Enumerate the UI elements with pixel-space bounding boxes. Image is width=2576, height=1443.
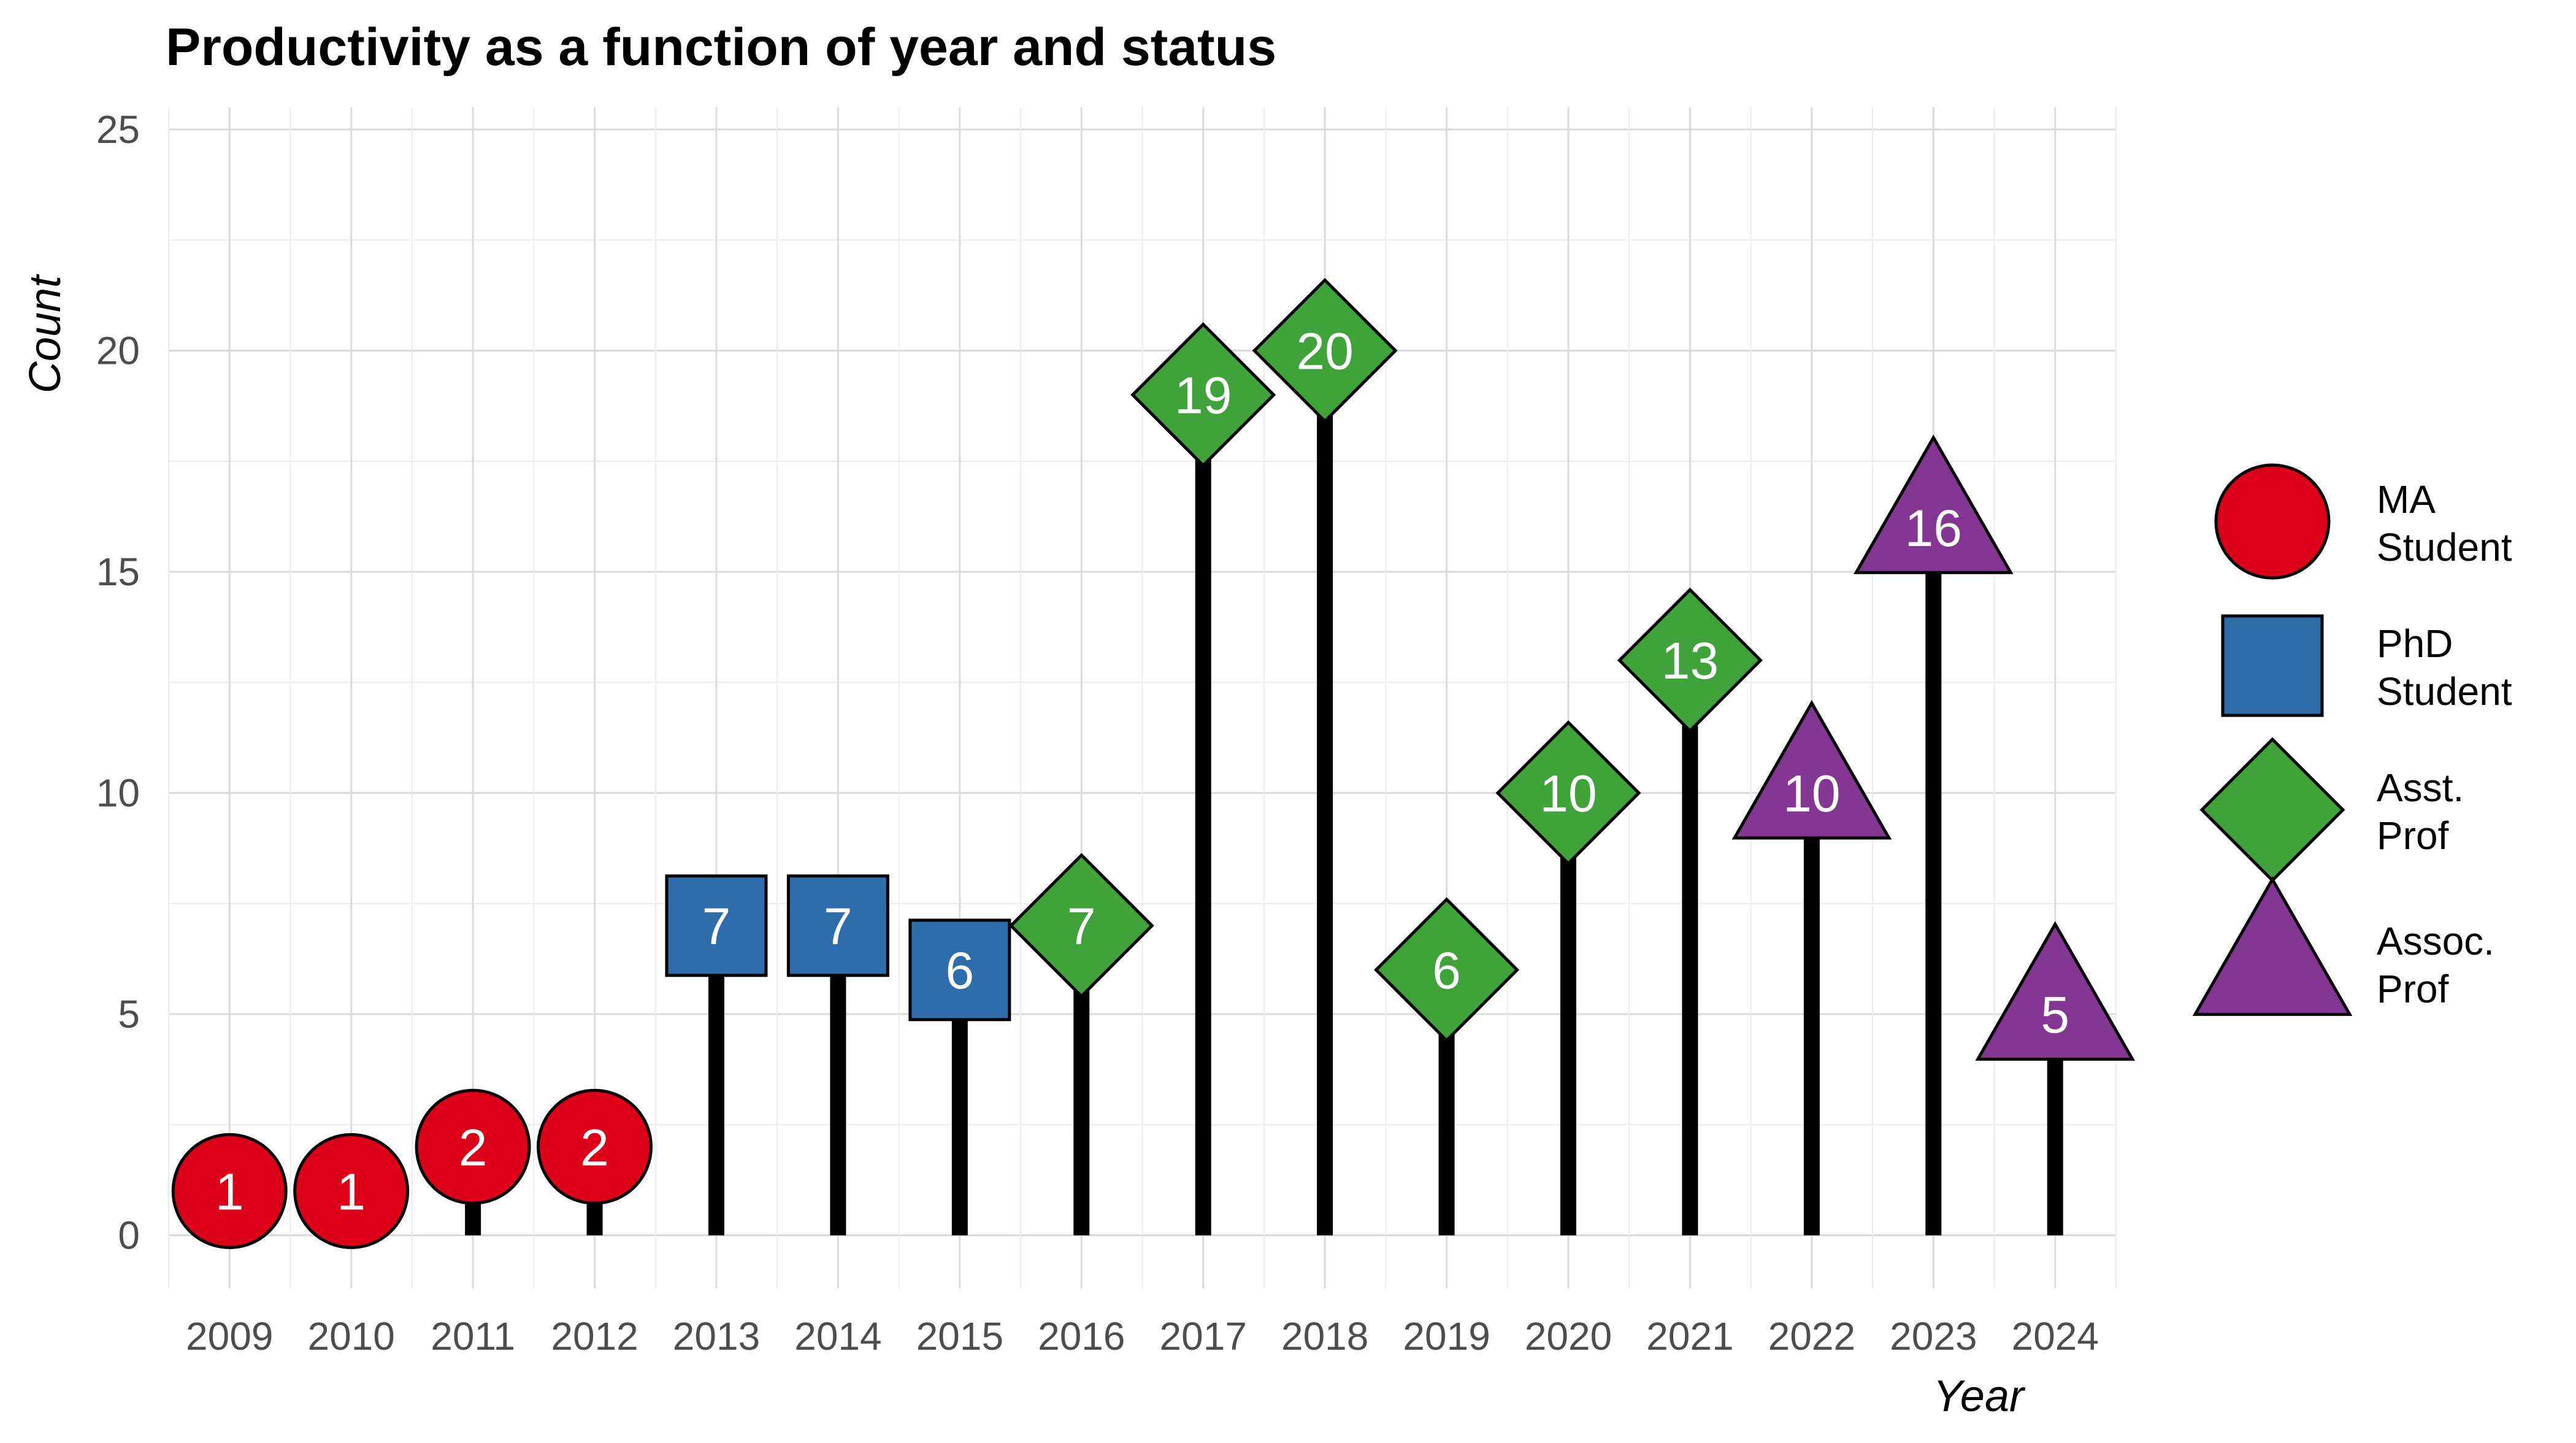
- legend-label: MA: [2377, 477, 2436, 521]
- y-tick-label: 10: [96, 771, 140, 815]
- legend-key-triangle: [2192, 876, 2353, 1016]
- value-label: 7: [824, 898, 853, 955]
- value-label: 7: [1067, 898, 1096, 955]
- legend-label: Asst.: [2377, 766, 2464, 810]
- y-tick-label: 25: [96, 107, 140, 152]
- x-tick-label: 2011: [431, 1314, 515, 1358]
- value-label: 13: [1662, 632, 1719, 690]
- value-label: 10: [1539, 765, 1597, 823]
- x-tick-label: 2020: [1525, 1314, 1612, 1358]
- x-tick-label: 2012: [551, 1314, 638, 1358]
- legend-label: Student: [2377, 669, 2512, 714]
- x-axis-title: Year: [1933, 1372, 2026, 1421]
- value-label: 10: [1783, 765, 1840, 823]
- x-tick-label: 2023: [1890, 1314, 1977, 1358]
- legend-label: PhD: [2377, 621, 2453, 666]
- x-tick-label: 2019: [1403, 1314, 1490, 1358]
- x-tick-label: 2010: [307, 1314, 394, 1358]
- lollipop-marker-2022: [1731, 699, 1892, 840]
- lollipop-marker-2018: [1252, 278, 1398, 424]
- chart-title: Productivity as a function of year and s…: [166, 18, 1277, 77]
- legend-label: Prof: [2377, 967, 2449, 1011]
- x-tick-label: 2021: [1646, 1314, 1733, 1358]
- lollipop-marker-2017: [1130, 322, 1276, 468]
- legend-label: Student: [2377, 525, 2512, 569]
- value-label: 5: [2041, 986, 2069, 1044]
- y-axis-title: Count: [21, 274, 70, 393]
- x-tick-label: 2018: [1281, 1314, 1368, 1358]
- lollipop-marker-2013: [665, 874, 768, 977]
- lollipop-marker-2012: [537, 1088, 653, 1205]
- x-tick-label: 2014: [794, 1314, 881, 1358]
- lollipop-marker-2023: [1853, 434, 2014, 574]
- value-label: 2: [580, 1118, 609, 1176]
- value-label: 1: [215, 1163, 244, 1220]
- value-label: 19: [1175, 367, 1232, 425]
- legend-key-diamond: [2199, 737, 2345, 883]
- lollipop-marker-2016: [1008, 853, 1154, 999]
- legend-key-square: [2221, 614, 2324, 717]
- lollipop-marker-2014: [786, 874, 889, 977]
- value-label: 20: [1296, 323, 1353, 380]
- x-tick-label: 2013: [673, 1314, 760, 1358]
- legend-label: Prof: [2377, 814, 2449, 858]
- value-label: 16: [1905, 499, 1962, 557]
- legend-item: Assoc.Prof: [2192, 876, 2494, 1016]
- value-label: 6: [1432, 942, 1461, 999]
- lollipop-marker-2020: [1495, 720, 1641, 866]
- y-tick-label: 5: [118, 992, 140, 1036]
- marker-layer: 1 1 2 2 7 7 6 7 19 20 6 10 13 10 16 5: [171, 278, 2136, 1249]
- lollipop-marker-2011: [415, 1088, 531, 1205]
- x-tick-label: 2017: [1160, 1314, 1247, 1358]
- lollipop-marker-2009: [171, 1133, 288, 1249]
- legend-item: Asst.Prof: [2199, 737, 2464, 883]
- lollipop-marker-2021: [1617, 587, 1763, 733]
- lollipop-marker-2019: [1374, 897, 1520, 1043]
- x-tick-label: 2024: [2012, 1314, 2099, 1358]
- lollipop-marker-2010: [293, 1133, 410, 1249]
- y-tick-label: 15: [96, 550, 140, 594]
- value-label: 2: [459, 1118, 488, 1176]
- value-label: 1: [337, 1163, 366, 1220]
- legend-key-circle: [2214, 463, 2331, 580]
- y-tick-label: 0: [118, 1213, 140, 1257]
- value-label: 7: [702, 898, 731, 955]
- lollipop-marker-2015: [908, 918, 1011, 1022]
- x-tick-label: 2015: [916, 1314, 1003, 1358]
- x-tick-label: 2009: [186, 1314, 273, 1358]
- x-tick-label: 2016: [1038, 1314, 1125, 1358]
- lollipop-marker-2024: [1975, 921, 2136, 1061]
- y-tick-label: 20: [96, 329, 140, 373]
- x-tick-label: 2022: [1768, 1314, 1855, 1358]
- value-label: 6: [945, 942, 974, 999]
- legend-label: Assoc.: [2377, 919, 2494, 963]
